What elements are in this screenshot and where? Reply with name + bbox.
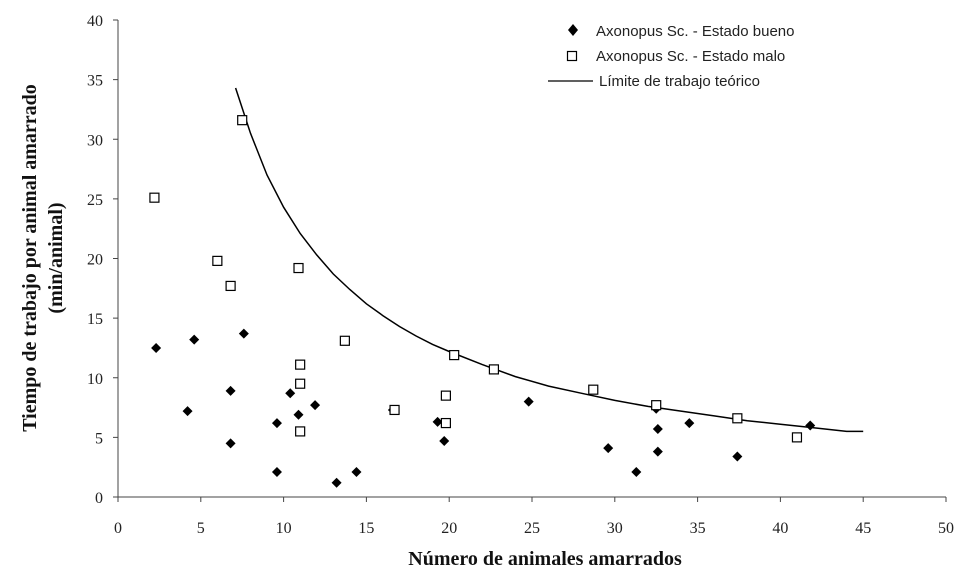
point-estado-malo (449, 349, 460, 361)
legend-square-marker (566, 50, 578, 62)
point-estado-malo (389, 404, 400, 416)
point-estado-malo (295, 359, 306, 370)
point-estado-bueno (652, 424, 663, 435)
point-estado-malo (237, 115, 248, 126)
point-estado-bueno (732, 451, 743, 462)
point-estado-malo (651, 400, 662, 411)
point-estado-malo (339, 335, 350, 346)
point-estado-malo (225, 280, 236, 292)
point-estado-bueno (523, 396, 534, 407)
point-estado-bueno (182, 406, 193, 417)
point-estado-malo (488, 364, 500, 375)
point-estado-bueno (631, 466, 642, 477)
point-estado-malo (212, 255, 223, 266)
y-ticks: 0 5 10 15 20 25 30 35 40 (87, 13, 118, 507)
x-tick-label: 35 (690, 520, 706, 537)
point-estado-malo (440, 390, 451, 401)
x-tick-label: 10 (276, 520, 292, 537)
theoretical-limit-curve (234, 87, 864, 433)
legend-diamond-marker (568, 24, 578, 36)
y-axis-title-line2: (min/animal) (45, 202, 67, 313)
legend-label: Axonopus Sc. - Estado bueno (596, 23, 794, 40)
x-ticks: 0 5 10 15 20 25 30 35 40 45 50 (114, 497, 954, 537)
x-tick-label: 15 (358, 520, 374, 537)
x-tick-label: 0 (114, 520, 122, 537)
data-points (149, 115, 816, 488)
point-estado-bueno (225, 385, 236, 396)
point-estado-malo (791, 432, 803, 443)
point-estado-malo (295, 378, 306, 389)
legend-item-estado-bueno: Axonopus Sc. - Estado bueno (568, 23, 794, 40)
legend-label: Límite de trabajo teórico (599, 73, 760, 90)
y-tick-label: 0 (95, 490, 103, 507)
legend-item-limite: Límite de trabajo teórico (548, 73, 760, 90)
x-tick-label: 50 (938, 520, 954, 537)
theoretical-limit-line (234, 87, 864, 433)
point-estado-bueno (652, 446, 663, 457)
y-tick-label: 25 (87, 192, 103, 209)
point-estado-bueno (238, 328, 249, 339)
point-estado-bueno (805, 420, 816, 431)
point-estado-malo (440, 417, 451, 429)
axes (117, 20, 946, 498)
point-estado-bueno (285, 388, 296, 399)
point-estado-bueno (684, 418, 695, 429)
x-tick-label: 40 (772, 520, 788, 537)
point-estado-malo (295, 426, 306, 437)
y-axis-title-line1: Tiempo de trabajo por animal amarrado (19, 84, 41, 432)
legend-item-estado-malo: Axonopus Sc. - Estado malo (566, 48, 785, 65)
point-estado-malo (149, 192, 160, 203)
y-tick-label: 40 (87, 13, 103, 30)
y-tick-label: 20 (87, 252, 103, 269)
point-estado-bueno (151, 342, 162, 353)
point-estado-malo (293, 262, 304, 274)
point-estado-bueno (432, 416, 443, 427)
x-tick-label: 20 (441, 520, 457, 537)
y-tick-label: 10 (87, 371, 103, 388)
legend-label: Axonopus Sc. - Estado malo (596, 48, 785, 65)
point-estado-bueno (225, 438, 236, 449)
x-tick-label: 5 (197, 520, 205, 537)
y-tick-label: 35 (87, 73, 103, 90)
point-estado-malo (588, 384, 599, 395)
x-tick-label: 30 (607, 520, 623, 537)
point-estado-bueno (310, 400, 321, 411)
x-axis-title: Número de animales amarrados (408, 548, 682, 570)
x-tick-label: 25 (524, 520, 540, 537)
y-tick-label: 15 (87, 311, 103, 328)
point-estado-bueno (271, 418, 282, 429)
x-tick-label: 45 (855, 520, 871, 537)
point-estado-bueno (603, 443, 614, 454)
point-estado-malo (732, 413, 743, 424)
point-estado-bueno (351, 466, 362, 477)
point-estado-bueno (331, 477, 342, 488)
point-estado-bueno (189, 334, 200, 345)
y-tick-label: 5 (95, 430, 103, 447)
y-tick-label: 30 (87, 132, 103, 149)
point-estado-bueno (293, 409, 304, 420)
point-estado-bueno (439, 435, 450, 446)
legend: Axonopus Sc. - Estado bueno Axonopus Sc.… (548, 23, 794, 90)
point-estado-bueno (271, 466, 282, 477)
